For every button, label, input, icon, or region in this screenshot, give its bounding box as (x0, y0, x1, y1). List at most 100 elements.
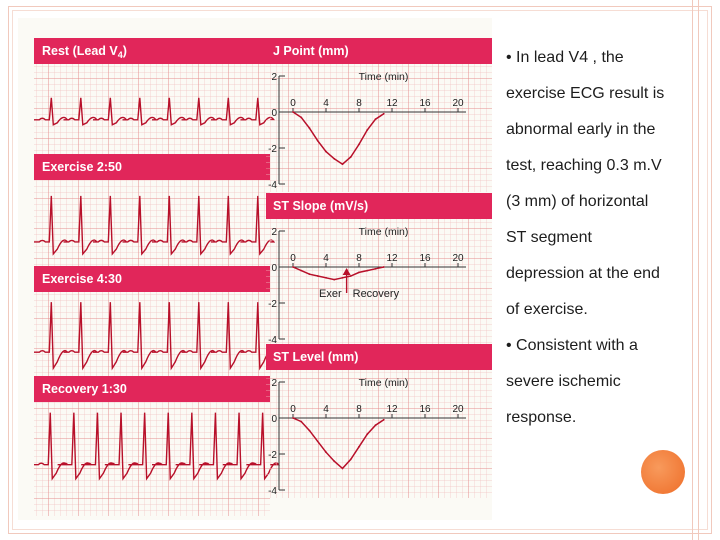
trend-grid (266, 370, 492, 498)
ecg-panel-header (34, 266, 270, 292)
trend-point (308, 273, 311, 276)
ecg-panel-label: Rest (Lead V4) (42, 44, 127, 60)
trend-point (308, 127, 311, 130)
arrow-head (342, 268, 351, 275)
trend-point (316, 139, 319, 142)
bullet-text: • In lead V4 , the exercise ECG result i… (506, 40, 696, 436)
trend-point (366, 433, 369, 436)
ecg-panel-label-text: Exercise 2:50 (42, 160, 122, 174)
annotation-recovery: Recovery (353, 288, 400, 300)
ecg-panel-label-text: Exercise 4:30 (42, 272, 122, 286)
ecg-panel-header (34, 154, 270, 180)
x-axis-title: Time (min) (359, 226, 409, 238)
x-tick-label: 12 (386, 98, 398, 109)
y-tick-label: -4 (268, 486, 277, 497)
trend-point (333, 278, 336, 281)
y-tick-label: 0 (271, 414, 277, 425)
x-tick-label: 12 (386, 404, 398, 415)
bullet-line: of exercise. (506, 301, 588, 318)
trend-point (325, 451, 327, 454)
trend-point (374, 424, 377, 427)
trend-line (292, 417, 385, 470)
x-tick-label: 4 (323, 404, 329, 415)
trend-panel-title: ST Slope (mV/s) (273, 199, 368, 213)
trend-point (292, 417, 294, 419)
trend-point (341, 467, 344, 470)
x-tick-label: 12 (386, 253, 398, 264)
ecg-panel-label-text: Rest (Lead V (42, 44, 118, 58)
trend-point (382, 418, 385, 421)
trend-point (292, 266, 294, 268)
ecg-trace (34, 195, 276, 256)
ecg-panel-label: Exercise 2:50 (42, 160, 122, 174)
trend-point (292, 111, 294, 113)
ecg-grid (34, 180, 270, 266)
trend-point (308, 429, 311, 432)
trend-point (366, 269, 369, 272)
y-tick-label: -2 (268, 144, 277, 155)
y-tick-label: -2 (268, 299, 277, 310)
bullet-line: severe ischemic (506, 373, 621, 390)
trend-point (325, 276, 327, 279)
bullet-line: abnormal early in the (506, 121, 656, 138)
trend-point (349, 156, 352, 158)
ecg-panel-label-text: Recovery 1:30 (42, 382, 127, 396)
trend-point (341, 276, 344, 279)
ecg-trace (34, 302, 276, 371)
y-tick-label: -2 (268, 450, 277, 461)
x-axis-title: Time (min) (359, 377, 409, 389)
x-tick-label: 16 (419, 98, 431, 109)
trend-point (316, 275, 319, 277)
slide-border-inner (12, 10, 708, 530)
x-tick-label: 4 (323, 98, 329, 109)
trend-point (333, 460, 336, 463)
ecg-panel-label-suffix: ) (123, 44, 127, 58)
ecg-grid (34, 292, 270, 378)
ecg-grid (34, 402, 270, 516)
slide-border (8, 6, 712, 534)
trend-point (316, 440, 319, 443)
trend-point (382, 112, 385, 115)
ecg-panel-label-sub: 4 (118, 50, 123, 60)
y-tick-label: 2 (271, 227, 277, 238)
trend-point (382, 266, 385, 268)
trend-point (333, 157, 336, 160)
trend-grid (266, 219, 492, 347)
x-tick-label: 20 (452, 253, 464, 264)
trend-point (374, 118, 377, 121)
bullet-line: depression at the end (506, 265, 660, 282)
bullet-line: (3 mm) of horizontal (506, 193, 649, 210)
bullet-line: exercise ECG result is (506, 85, 665, 102)
trend-point (366, 129, 369, 131)
trend-panel-header (266, 344, 492, 370)
trend-point (349, 458, 352, 461)
x-tick-label: 0 (290, 404, 296, 415)
trend-point (300, 420, 303, 423)
x-tick-label: 20 (452, 404, 464, 415)
y-tick-label: 0 (271, 263, 277, 274)
trend-panel-title: J Point (mm) (273, 44, 349, 58)
decorative-line (698, 0, 699, 540)
accent-circle (641, 450, 685, 494)
bullet-line: test, reaching 0.3 m.V (506, 157, 662, 174)
x-tick-label: 0 (290, 98, 296, 109)
ecg-panel-header (34, 376, 270, 402)
trend-point (358, 271, 360, 274)
bullet-line: response. (506, 409, 577, 426)
trend-line (292, 111, 385, 166)
y-tick-label: -4 (268, 180, 277, 191)
trend-panel-header (266, 193, 492, 219)
trend-point (341, 163, 344, 166)
trend-point (358, 143, 360, 146)
trend-point (325, 150, 327, 153)
trend-point (300, 116, 303, 119)
y-tick-label: 2 (271, 72, 277, 83)
x-tick-label: 16 (419, 404, 431, 415)
trend-line (292, 266, 384, 281)
x-tick-label: 8 (356, 253, 362, 264)
x-tick-label: 20 (452, 98, 464, 109)
trend-panel-header (266, 38, 492, 64)
bullet-line: ST segment (506, 229, 592, 246)
y-tick-label: -4 (268, 335, 277, 346)
